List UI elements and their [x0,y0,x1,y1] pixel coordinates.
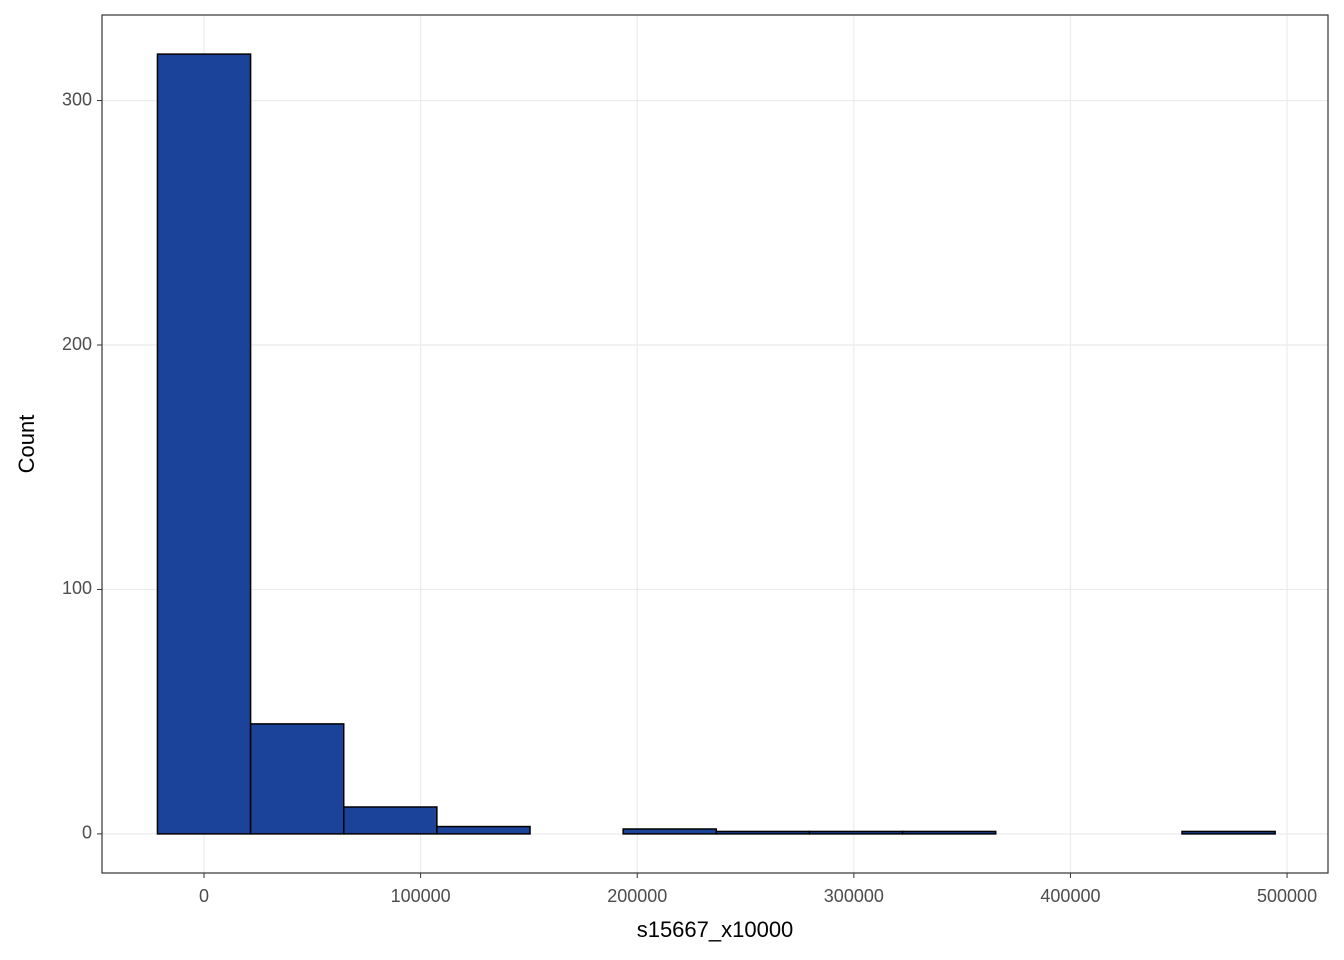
y-axis-title: Count [14,415,39,474]
bar [1181,830,1276,835]
bar [249,723,345,835]
bar [436,825,531,835]
y-tick-label: 200 [62,334,92,354]
bar [622,828,718,835]
x-tick-label: 400000 [1040,886,1100,906]
bar [156,53,252,835]
bar [715,830,811,835]
bar [808,830,904,835]
x-tick-label: 0 [199,886,209,906]
plot-border [101,14,1329,874]
y-tick-label: 100 [62,578,92,598]
y-tick-label: 300 [62,89,92,109]
x-tick-label: 100000 [391,886,451,906]
x-tick-label: 500000 [1257,886,1317,906]
grid [102,15,1328,873]
bar [342,806,438,835]
x-axis-title: s15667_x10000 [637,917,794,942]
x-tick-label: 300000 [824,886,884,906]
x-tick-label: 200000 [607,886,667,906]
y-tick-label: 0 [82,823,92,843]
bar [901,830,997,835]
bars [156,53,1276,835]
